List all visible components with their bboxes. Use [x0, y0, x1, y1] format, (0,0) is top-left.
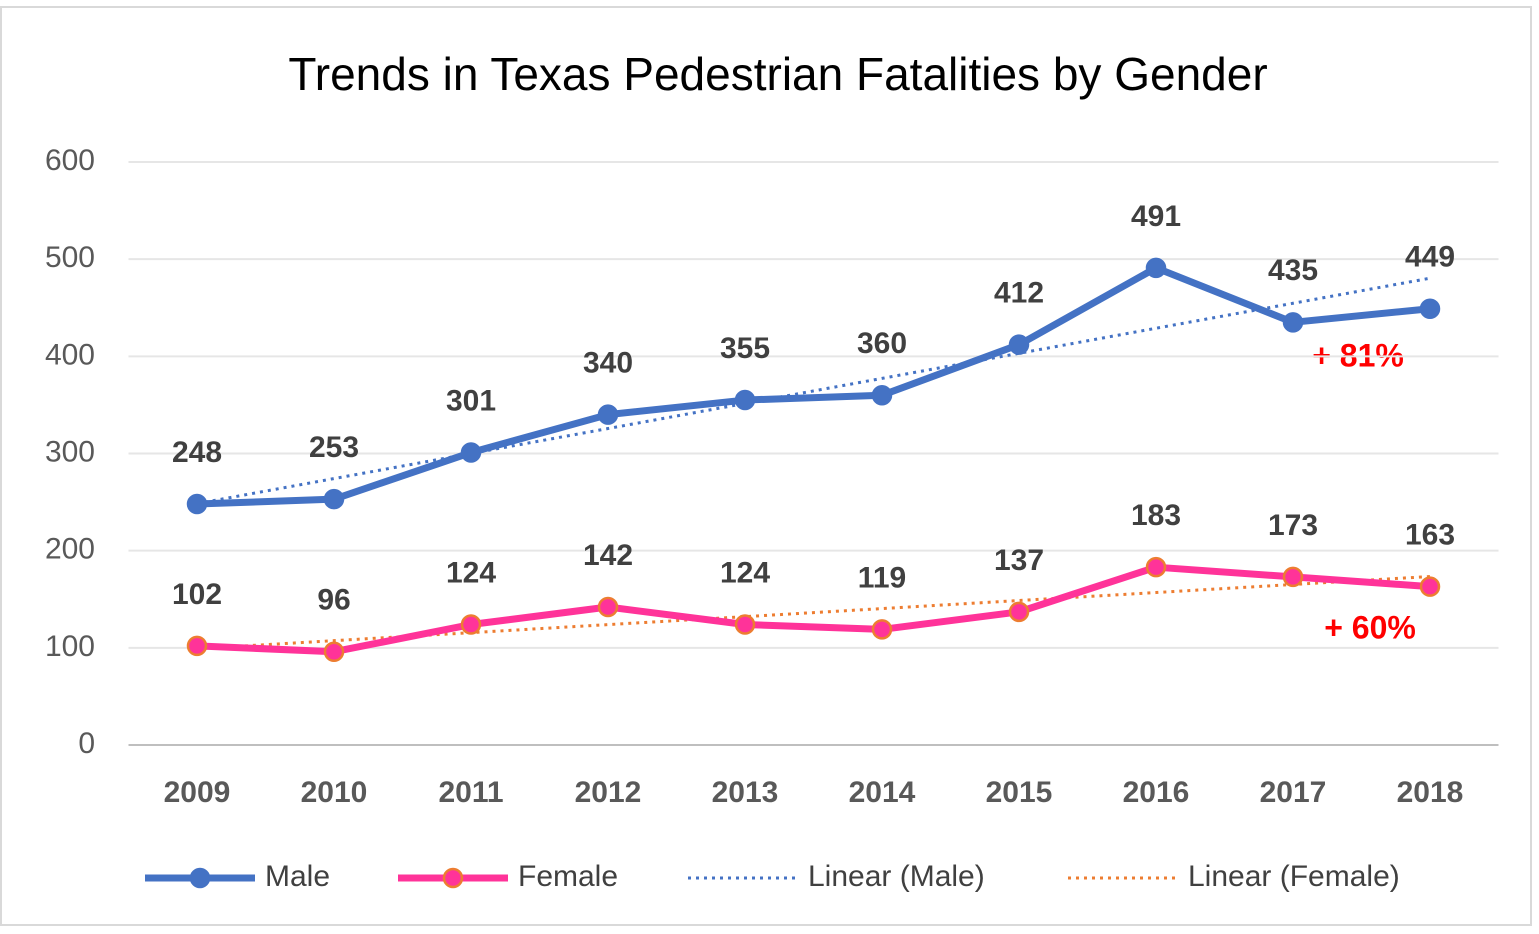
legend-marker [189, 867, 211, 889]
legend-marker [442, 867, 464, 889]
data-label: 340 [583, 347, 633, 380]
x-tick-label: 2017 [1260, 776, 1327, 809]
data-label: 124 [446, 556, 496, 589]
marker [460, 614, 482, 635]
x-tick-label: 2014 [849, 776, 916, 809]
data-label: 449 [1405, 241, 1455, 274]
marker [323, 488, 345, 510]
marker [1008, 601, 1030, 623]
legend-label: Female [518, 860, 618, 893]
data-label: 142 [583, 539, 633, 572]
marker [186, 635, 208, 657]
data-label: 102 [172, 578, 222, 611]
marker [1419, 576, 1441, 597]
marker [1008, 334, 1030, 355]
data-label: 183 [1131, 499, 1181, 532]
data-label: 301 [446, 384, 496, 417]
y-tick-label: 100 [45, 630, 95, 663]
legend-label: Male [265, 860, 330, 893]
marker [871, 619, 893, 640]
x-tick-label: 2015 [986, 776, 1053, 809]
marker [1145, 257, 1167, 279]
x-tick-label: 2018 [1397, 776, 1464, 809]
marker [1282, 566, 1304, 588]
data-label: 119 [858, 561, 906, 594]
data-label: 248 [172, 436, 222, 469]
trend-line [196, 575, 1431, 651]
data-label: 96 [317, 584, 350, 617]
x-tick-label: 2012 [575, 776, 642, 809]
y-tick-label: 400 [45, 338, 95, 371]
marker [1419, 298, 1441, 319]
annotation: + 60% [1324, 609, 1416, 645]
data-label: 163 [1405, 519, 1455, 552]
chart-title: Trends in Texas Pedestrian Fatalities by… [288, 48, 1267, 100]
series-line [196, 264, 1431, 508]
marker [734, 614, 756, 635]
data-label: 137 [994, 544, 1044, 577]
data-label: 253 [309, 431, 359, 464]
marker [597, 596, 619, 618]
marker [734, 389, 756, 411]
chart-border [0, 6, 1532, 926]
x-tick-label: 2009 [164, 776, 231, 809]
data-label: 435 [1268, 254, 1318, 287]
data-label: 355 [720, 332, 770, 365]
data-label: 124 [720, 556, 770, 589]
legend-label: Linear (Male) [808, 860, 985, 893]
data-label: 173 [1268, 509, 1318, 542]
y-tick-label: 600 [45, 144, 95, 177]
marker [323, 641, 345, 662]
x-tick-label: 2016 [1123, 776, 1190, 809]
y-tick-label: 200 [45, 533, 95, 566]
legend-label: Linear (Female) [1188, 860, 1400, 893]
marker [597, 404, 619, 425]
x-tick-label: 2011 [438, 776, 503, 809]
trend-line [196, 276, 1431, 506]
x-tick-label: 2013 [712, 776, 779, 809]
y-tick-label: 0 [78, 727, 95, 760]
marker [871, 384, 893, 406]
y-tick-label: 500 [45, 241, 95, 274]
marker [1282, 312, 1304, 333]
marker [460, 442, 482, 463]
marker [1145, 556, 1167, 578]
x-tick-label: 2010 [301, 776, 368, 809]
data-label: 360 [857, 327, 907, 360]
data-label: 491 [1131, 200, 1181, 233]
y-tick-label: 300 [45, 435, 95, 468]
data-label: 412 [994, 277, 1044, 310]
series-line [196, 563, 1431, 656]
marker [186, 493, 208, 515]
